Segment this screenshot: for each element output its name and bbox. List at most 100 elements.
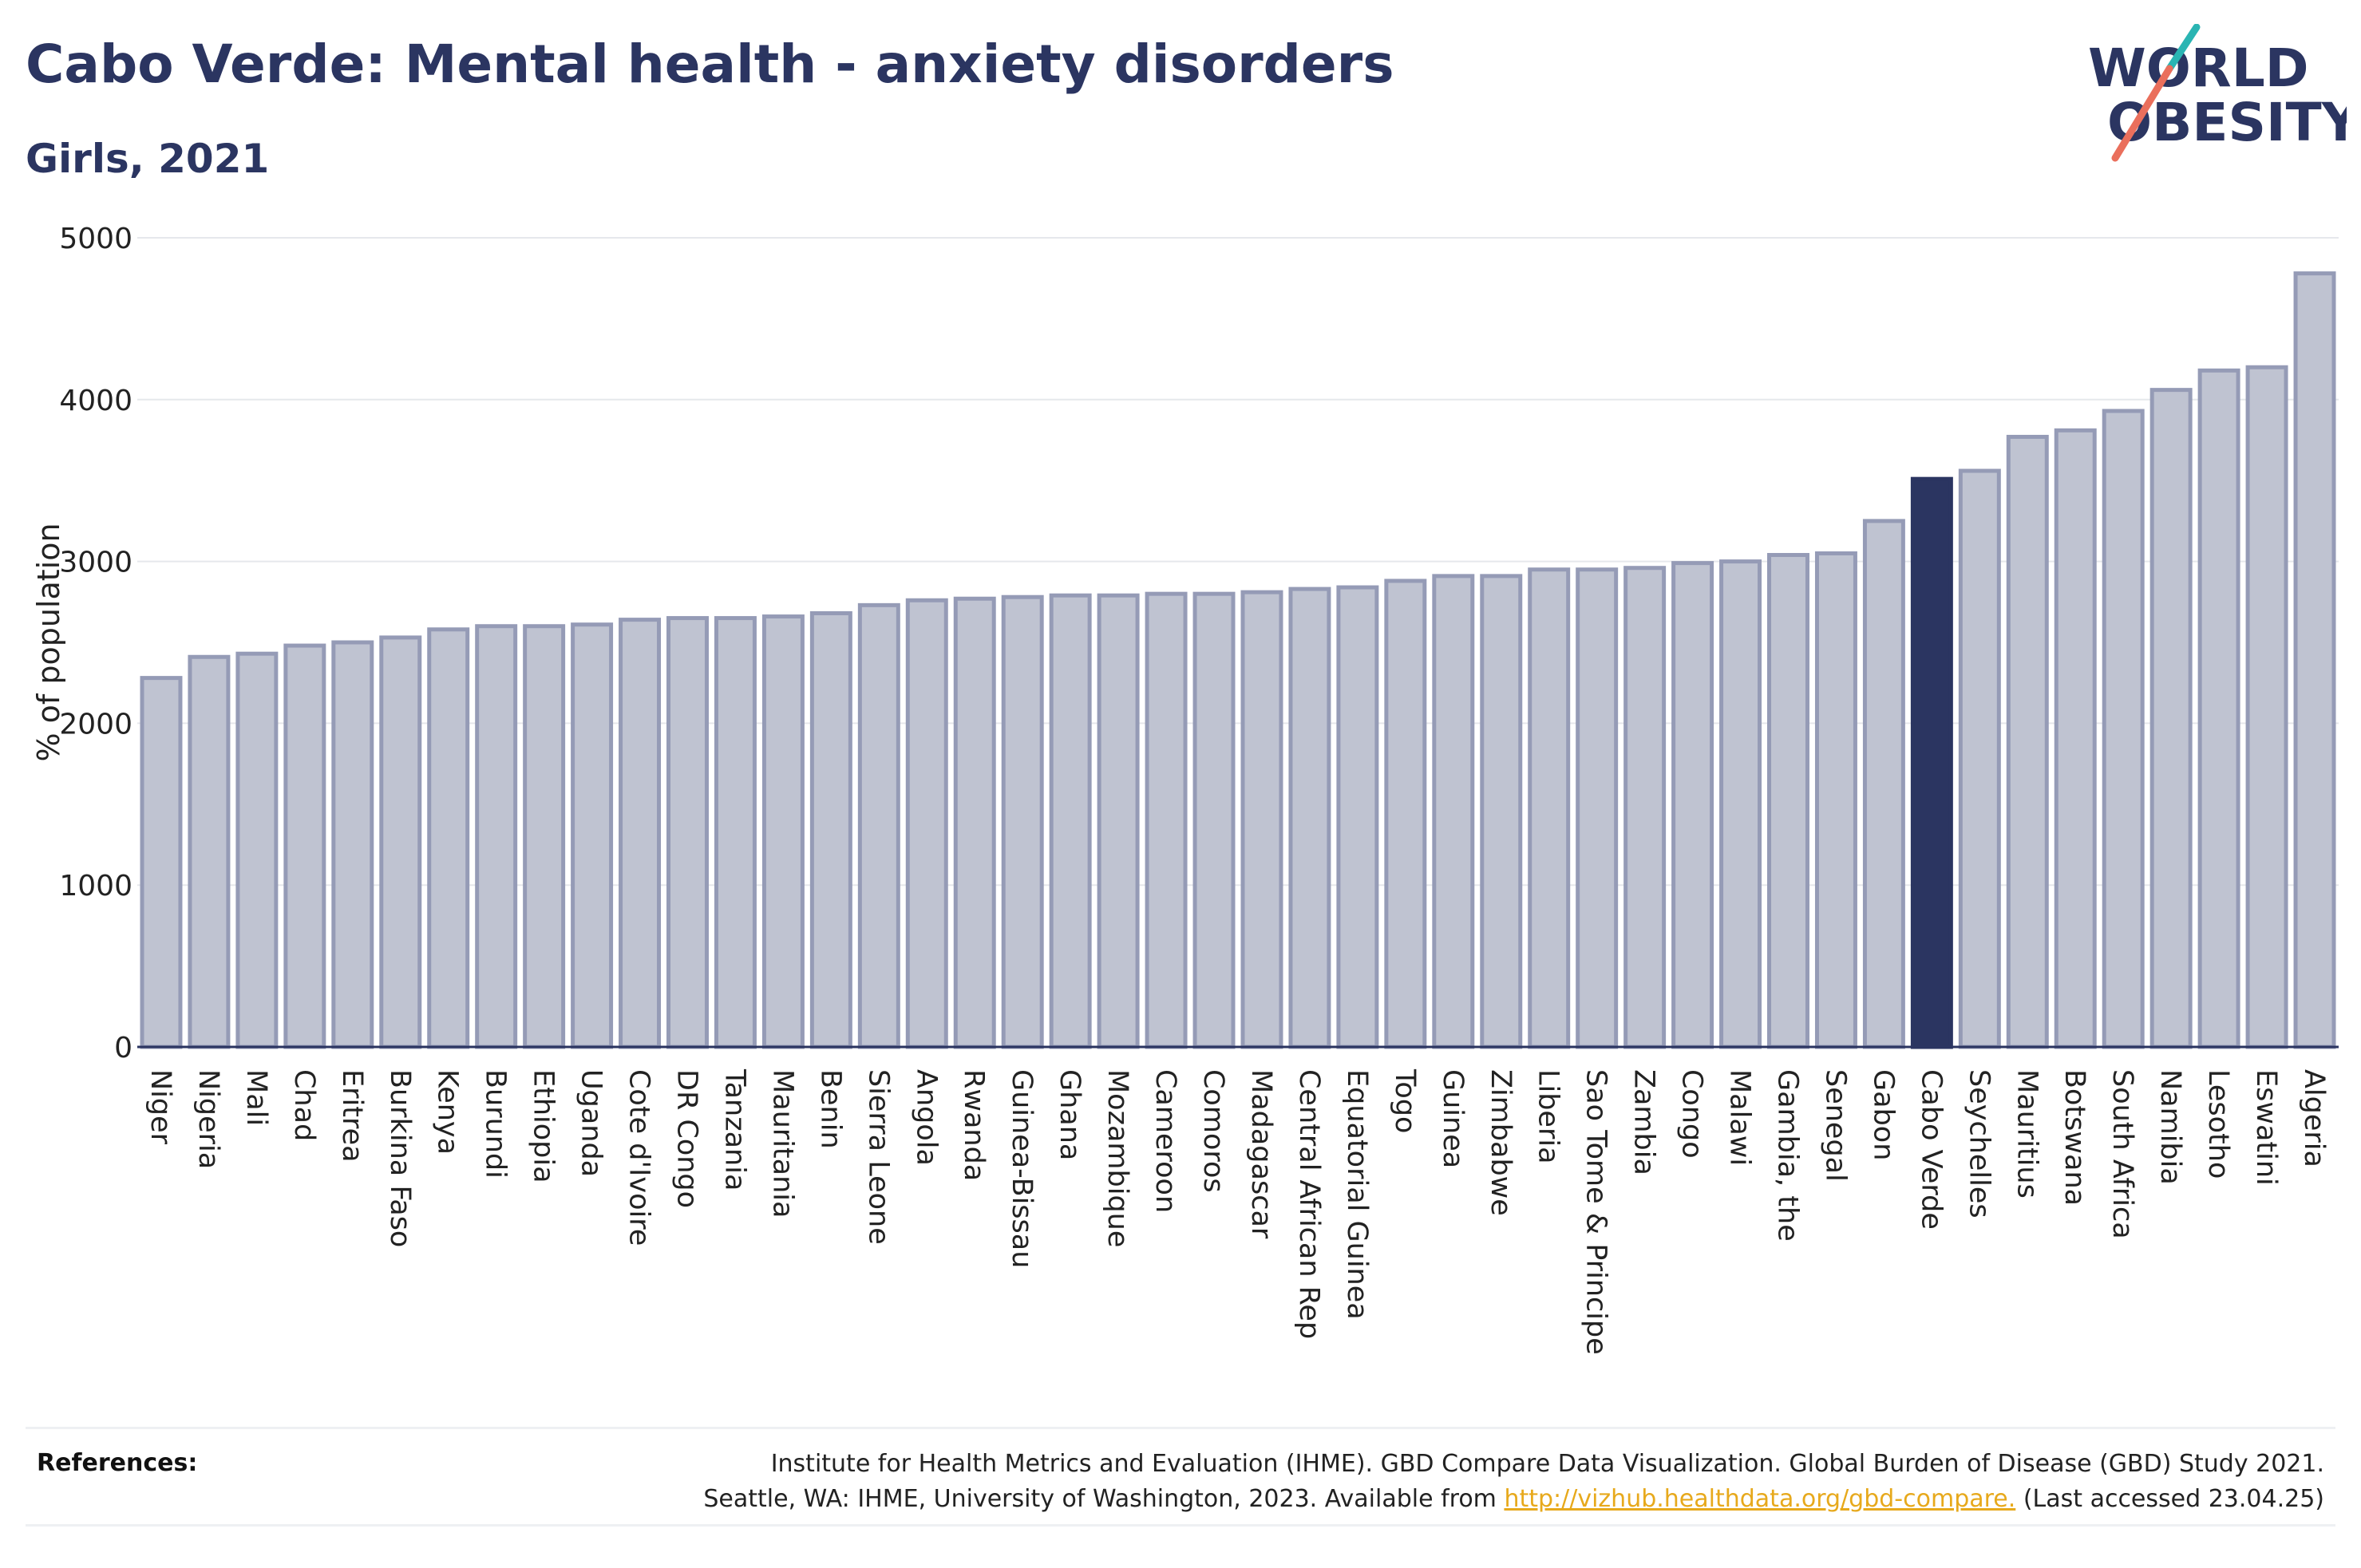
x-tick-label: Congo — [1676, 1069, 1708, 1159]
x-tick-label: Mali — [240, 1069, 272, 1126]
x-tick-label: Malawi — [1724, 1069, 1756, 1166]
bar — [1001, 594, 1044, 1049]
x-tick-label: Guinea-Bissau — [1006, 1069, 1038, 1268]
x-tick-label: Liberia — [1532, 1069, 1564, 1164]
bar — [1336, 585, 1379, 1049]
y-tick-label: 3000 — [59, 547, 132, 579]
x-tick-label: Algeria — [2298, 1069, 2330, 1167]
y-tick-label: 0 — [114, 1032, 132, 1064]
x-tick-label: Cote d'Ivoire — [623, 1069, 655, 1246]
x-tick-label: Guinea — [1437, 1069, 1469, 1168]
references-divider-bottom — [26, 1524, 2335, 1527]
logo-slash-teal — [2165, 24, 2201, 73]
bar — [619, 618, 662, 1049]
references-text: Institute for Health Metrics and Evaluat… — [488, 1447, 2324, 1517]
x-tick-label: Seychelles — [1963, 1069, 1995, 1218]
y-tick-label: 2000 — [59, 708, 132, 741]
x-tick-label: Equatorial Guinea — [1341, 1069, 1373, 1320]
x-tick-label: Chad — [288, 1069, 320, 1141]
x-tick-label: Central African Rep — [1293, 1069, 1325, 1339]
bar — [1862, 519, 1905, 1049]
x-tick-label: Zambia — [1628, 1069, 1660, 1175]
x-tick-label: Sierra Leone — [862, 1069, 894, 1245]
bar-chart: 0 1000 2000 3000 4000 5000 Niger Nigeria Mali Ch… — [31, 223, 2339, 1355]
bar-highlighted — [1910, 476, 1953, 1049]
bar — [1192, 591, 1236, 1049]
x-tick-label: Burkina Faso — [384, 1069, 416, 1247]
x-tick-label: Madagascar — [1245, 1069, 1277, 1239]
bar — [1671, 561, 1714, 1049]
bar — [235, 651, 279, 1049]
bar — [1432, 574, 1475, 1049]
x-tick-label: Tanzania — [718, 1068, 750, 1191]
x-tick-label: Kenya — [432, 1069, 464, 1155]
bar — [140, 676, 183, 1049]
bar — [2006, 434, 2049, 1049]
bar — [1623, 566, 1667, 1049]
x-tick-label: Uganda — [575, 1069, 607, 1177]
x-tick-label: Rwanda — [958, 1069, 990, 1181]
x-tick-label: Mozambique — [1101, 1069, 1133, 1247]
x-tick-label: Eritrea — [336, 1069, 368, 1163]
bar — [1384, 579, 1427, 1049]
chart-subtitle: Girls, 2021 — [26, 136, 270, 182]
logo-slash-coral — [2111, 65, 2173, 162]
x-axis-labels: Niger Nigeria Mali Chad Eritrea Burkina Faso K… — [144, 1068, 2330, 1355]
bar — [1049, 593, 1092, 1049]
bar — [666, 616, 709, 1049]
logo-word-world: WORLD — [2088, 38, 2309, 99]
bar — [475, 624, 518, 1049]
chart-title: Cabo Verde: Mental health - anxiety diso… — [26, 34, 1394, 95]
x-tick-label: South Africa — [2106, 1069, 2138, 1239]
x-tick-label: Sao Tome & Principe — [1580, 1069, 1612, 1355]
bar — [427, 627, 470, 1049]
bar — [1719, 559, 1762, 1049]
bar — [2102, 409, 2145, 1049]
references-label: References: — [37, 1449, 198, 1477]
bar — [714, 616, 757, 1049]
bar — [857, 602, 900, 1049]
x-tick-label: Ghana — [1054, 1069, 1086, 1160]
references-line-1: Institute for Health Metrics and Evaluat… — [770, 1450, 2324, 1478]
x-tick-label: Angola — [910, 1069, 942, 1166]
bar — [1240, 590, 1283, 1049]
references-line-2: Seattle, WA: IHME, University of Washing… — [488, 1482, 2324, 1517]
bar — [283, 643, 326, 1049]
references-line-2-start: Seattle, WA: IHME, University of Washing… — [703, 1485, 1505, 1513]
bar — [809, 610, 852, 1049]
y-tick-label: 5000 — [59, 223, 132, 255]
bar — [379, 635, 422, 1049]
x-tick-label: Cameroon — [1149, 1069, 1181, 1213]
x-tick-label: Niger — [144, 1069, 176, 1145]
references-link[interactable]: http://vizhub.healthdata.org/gbd-compare… — [1504, 1485, 2016, 1513]
bar — [1288, 587, 1331, 1049]
x-tick-label: Lesotho — [2202, 1069, 2234, 1179]
bar — [2149, 388, 2193, 1049]
bar — [2293, 271, 2336, 1049]
x-tick-label: Benin — [814, 1069, 846, 1149]
references-divider-top — [26, 1427, 2335, 1429]
x-tick-label: Botswana — [2058, 1069, 2090, 1206]
bar — [571, 622, 614, 1049]
x-tick-label: Mauritania — [766, 1069, 798, 1218]
x-tick-label: Ethiopia — [528, 1069, 560, 1183]
x-tick-label: Senegal — [1819, 1069, 1851, 1182]
x-tick-label: Cabo Verde — [1915, 1069, 1947, 1230]
references-line-2-end: (Last accessed 23.04.25) — [2015, 1485, 2324, 1513]
world-obesity-logo: WORLD OBESITY — [2088, 24, 2347, 162]
bar — [1480, 574, 1523, 1049]
y-tick-label: 4000 — [59, 385, 132, 417]
bar — [1097, 593, 1140, 1049]
bar — [2197, 368, 2240, 1049]
bar — [331, 640, 374, 1049]
bar — [523, 624, 566, 1049]
bar — [2245, 365, 2288, 1049]
x-tick-label: Togo — [1389, 1068, 1421, 1133]
bar — [1814, 551, 1857, 1049]
bars — [140, 271, 2336, 1049]
y-tick-label: 1000 — [59, 870, 132, 902]
bar — [905, 598, 948, 1049]
bar — [188, 654, 231, 1049]
bar — [1145, 591, 1188, 1049]
bar — [1528, 567, 1571, 1049]
